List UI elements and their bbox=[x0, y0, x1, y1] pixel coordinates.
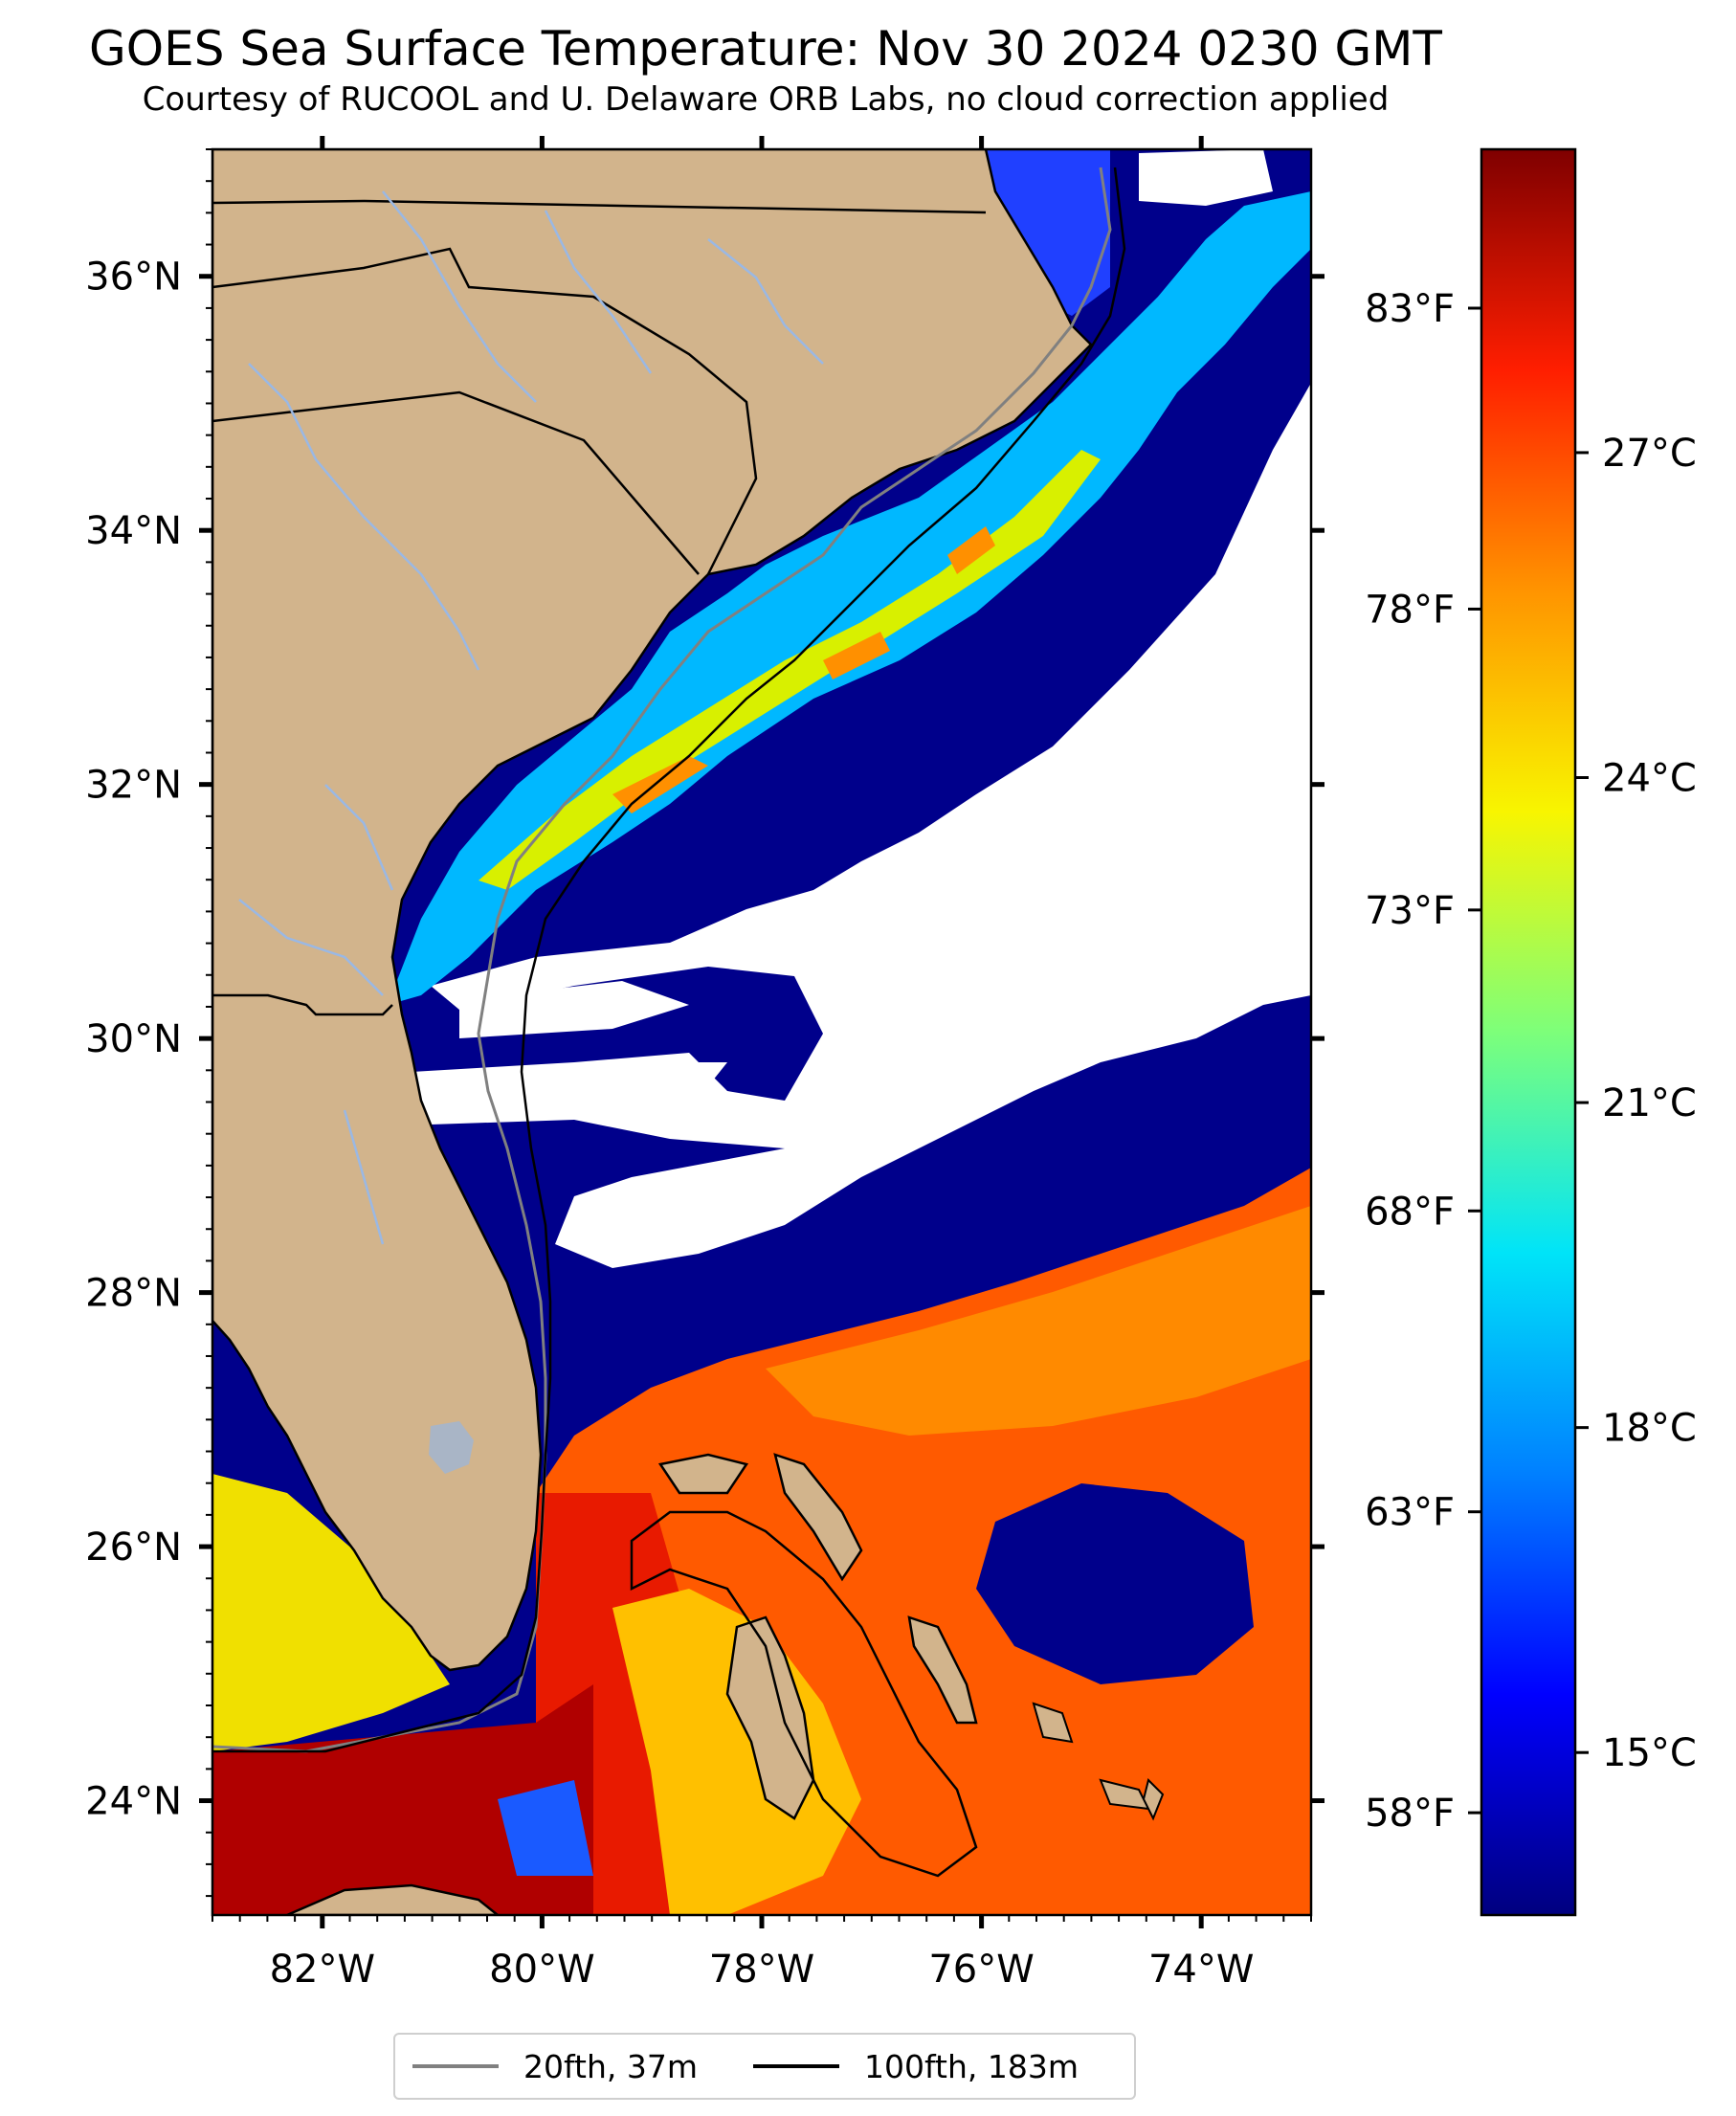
fahrenheit-tick-label: 73°F bbox=[1365, 889, 1455, 933]
colorbar-fahrenheit-ticks: 83°F 78°F 73°F 68°F 63°F 58°F bbox=[1365, 287, 1481, 1836]
contour-20fth bbox=[212, 167, 1112, 1753]
lon-tick-label: 74°W bbox=[1148, 1948, 1254, 1992]
colorbar-celsius-ticks: 27°C 24°C 21°C 18°C 15°C bbox=[1575, 432, 1697, 1775]
lat-tick-label: 26°N bbox=[85, 1526, 182, 1570]
cloud-band-east bbox=[1139, 149, 1273, 206]
celsius-tick-label: 18°C bbox=[1602, 1407, 1697, 1451]
rivers bbox=[238, 190, 824, 1245]
lon-tick-label: 78°W bbox=[709, 1948, 814, 1992]
land-andros bbox=[725, 1615, 815, 1820]
fahrenheit-tick-label: 83°F bbox=[1365, 287, 1455, 331]
warm-water-west-florida bbox=[212, 1474, 450, 1751]
lon-tick-label: 80°W bbox=[489, 1948, 594, 1992]
cool-water-cuba bbox=[498, 1780, 593, 1876]
celsius-tick-label: 15°C bbox=[1602, 1731, 1697, 1775]
legend-item-20fth: 20fth, 37m bbox=[412, 2048, 698, 2085]
legend-swatch-20fth bbox=[412, 2064, 499, 2068]
fahrenheit-tick-label: 63°F bbox=[1365, 1491, 1455, 1535]
gulf-stream-core-orange bbox=[612, 526, 995, 813]
lon-tick-label: 76°W bbox=[928, 1948, 1034, 1992]
latitude-ticks: 36°N 34°N 32°N 30°N 28°N 26°N 24°N bbox=[85, 148, 1324, 1898]
lat-tick-label: 24°N bbox=[85, 1780, 182, 1824]
lat-tick-label: 30°N bbox=[85, 1017, 182, 1061]
land-grand-bahama bbox=[657, 1453, 749, 1495]
map-title: GOES Sea Surface Temperature: Nov 30 202… bbox=[89, 21, 1442, 77]
lat-tick-label: 36°N bbox=[85, 256, 182, 300]
contour-legend: 20fth, 37m 100fth, 183m bbox=[393, 2033, 1136, 2100]
state-borders bbox=[212, 199, 987, 1016]
lat-tick-label: 34°N bbox=[85, 509, 182, 553]
fahrenheit-tick-label: 78°F bbox=[1365, 588, 1455, 632]
longitude-ticks: 82°W 80°W 78°W 76°W 74°W bbox=[211, 136, 1312, 1992]
land-cuba bbox=[286, 1883, 501, 1915]
celsius-tick-label: 24°C bbox=[1602, 757, 1697, 801]
warm-water-bahamas-yellow bbox=[612, 1589, 861, 1915]
legend-item-100fth: 100fth, 183m bbox=[753, 2048, 1079, 2085]
fahrenheit-tick-label: 68°F bbox=[1365, 1190, 1455, 1234]
contour-100fth bbox=[212, 167, 1126, 1753]
legend-label-20fth: 20fth, 37m bbox=[523, 2047, 698, 2085]
warm-orange-band bbox=[766, 1206, 1311, 1436]
sst-map bbox=[212, 149, 1311, 1915]
land-abaco bbox=[773, 1453, 863, 1582]
contour-100fth-bahamas bbox=[630, 1510, 978, 1878]
cold-eddy-east bbox=[976, 1483, 1254, 1684]
celsius-tick-label: 21°C bbox=[1602, 1081, 1697, 1125]
hot-water-keys bbox=[212, 1684, 593, 1915]
lon-tick-label: 82°W bbox=[270, 1948, 375, 1992]
cloud-mask bbox=[431, 383, 1311, 1268]
lat-tick-label: 32°N bbox=[85, 764, 182, 808]
lake-okeechobee bbox=[429, 1421, 474, 1474]
map-subtitle: Courtesy of RUCOOL and U. Delaware ORB L… bbox=[142, 80, 1390, 119]
land-small-islands bbox=[1032, 1702, 1165, 1821]
cloud-band-upper bbox=[459, 981, 689, 1038]
lat-tick-label: 28°N bbox=[85, 1272, 182, 1316]
colorbar bbox=[1480, 147, 1577, 1917]
cloud-band-south bbox=[412, 1062, 727, 1125]
celsius-tick-label: 27°C bbox=[1602, 432, 1697, 476]
land-mainland bbox=[212, 149, 1093, 1672]
legend-swatch-100fth bbox=[753, 2064, 839, 2068]
legend-label-100fth: 100fth, 183m bbox=[864, 2047, 1079, 2085]
land-eleuthera bbox=[907, 1615, 978, 1725]
gulf-stream-core-yellow bbox=[479, 450, 1101, 890]
fahrenheit-tick-label: 58°F bbox=[1365, 1792, 1455, 1836]
